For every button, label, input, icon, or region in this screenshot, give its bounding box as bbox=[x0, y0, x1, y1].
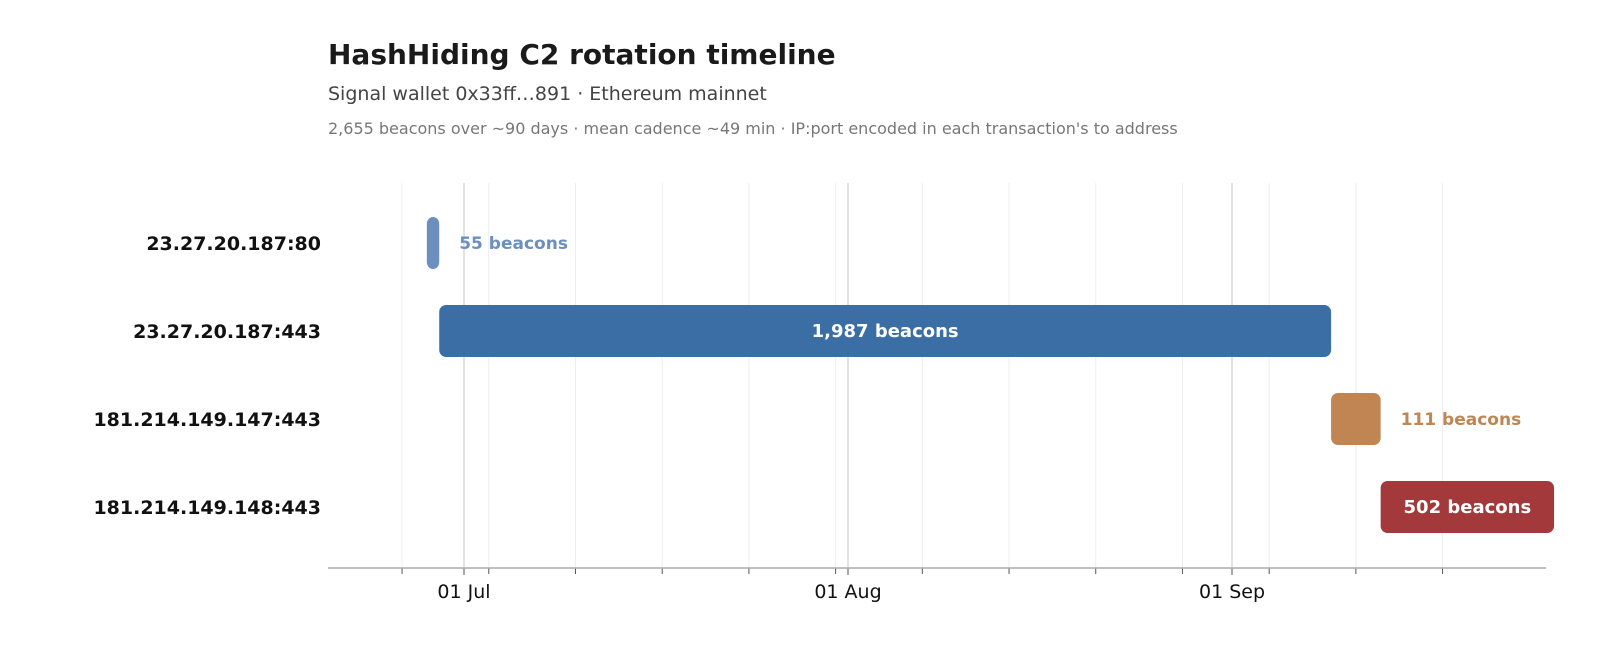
x-tick-label: 01 Sep bbox=[1199, 581, 1265, 603]
bar-label: 1,987 beacons bbox=[812, 321, 959, 342]
y-category-label: 23.27.20.187:80 bbox=[146, 233, 321, 255]
chart-title: HashHiding C2 rotation timeline bbox=[328, 38, 836, 71]
gantt-bar bbox=[1331, 393, 1381, 445]
gantt-bar bbox=[1380, 481, 1555, 533]
x-tick-label: 01 Jul bbox=[437, 581, 490, 603]
gantt-bar bbox=[426, 217, 440, 269]
gantt-bar bbox=[439, 305, 1332, 357]
y-category-label: 181.214.149.147:443 bbox=[93, 409, 321, 431]
y-category-label: 181.214.149.148:443 bbox=[93, 497, 321, 519]
bar-label: 111 beacons bbox=[1401, 410, 1522, 430]
y-category-label: 23.27.20.187:443 bbox=[133, 321, 321, 343]
x-tick-label: 01 Aug bbox=[814, 581, 881, 603]
bar-label: 55 beacons bbox=[459, 234, 568, 254]
chart-note: 2,655 beacons over ~90 days · mean caden… bbox=[328, 119, 1178, 138]
chart-subtitle: Signal wallet 0x33ff…891 · Ethereum main… bbox=[328, 83, 767, 105]
bar-label: 502 beacons bbox=[1404, 497, 1532, 518]
